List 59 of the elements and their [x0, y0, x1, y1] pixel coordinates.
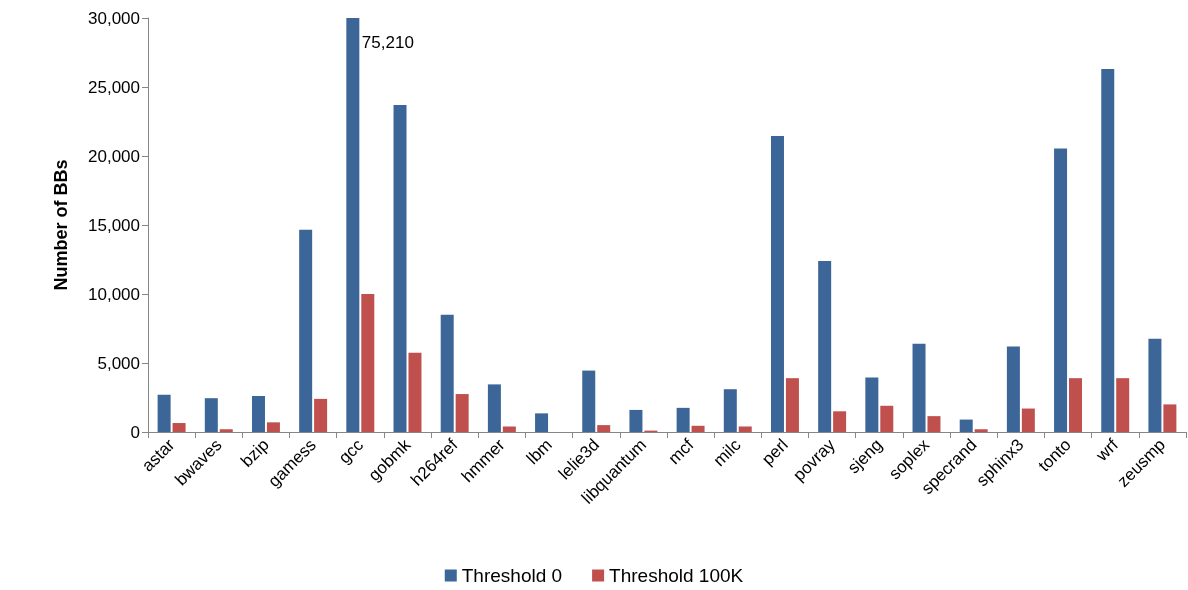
bar	[582, 370, 596, 432]
bar	[676, 407, 690, 432]
x-tick-label: mcf	[664, 435, 698, 469]
bar	[172, 423, 186, 432]
bar	[927, 416, 941, 432]
y-tick-label: 10,000	[88, 284, 140, 304]
bar	[738, 426, 752, 432]
bar	[204, 398, 218, 432]
legend-label: Threshold 0	[461, 565, 563, 586]
bar	[314, 398, 328, 432]
bar	[440, 314, 454, 432]
bar	[1148, 338, 1162, 432]
bar	[974, 429, 988, 432]
x-tick-label: bzip	[237, 435, 273, 471]
bar	[770, 135, 784, 432]
bar	[833, 411, 847, 432]
bar	[535, 413, 549, 432]
bar	[1006, 346, 1020, 432]
bar	[455, 394, 469, 432]
bar	[1069, 378, 1083, 432]
x-tick-label: lbm	[522, 435, 556, 469]
bar	[912, 343, 926, 432]
bar	[487, 384, 501, 432]
y-tick-label: 15,000	[88, 215, 140, 235]
bar	[361, 294, 375, 432]
y-tick-label: 20,000	[88, 146, 140, 166]
y-tick-label: 5,000	[97, 353, 140, 373]
bar	[1116, 378, 1130, 432]
y-axis-title: Number of BBs	[51, 159, 71, 291]
x-tick-label: milc	[709, 434, 745, 471]
bar	[408, 352, 422, 432]
bar	[502, 426, 516, 432]
bar	[266, 422, 280, 432]
bar	[723, 389, 737, 432]
bar	[1163, 404, 1177, 432]
y-tick-label: 0	[130, 422, 140, 442]
bar	[818, 260, 832, 432]
annotation: 75,210	[361, 32, 414, 52]
y-tick-label: 25,000	[88, 77, 140, 97]
legend-label: Threshold 100K	[609, 565, 744, 586]
bar	[299, 229, 313, 432]
bar	[629, 409, 643, 432]
bar	[346, 18, 360, 432]
bar	[959, 419, 973, 432]
bar	[251, 396, 265, 432]
bar	[393, 104, 407, 432]
y-tick-label: 30,000	[88, 8, 140, 28]
bar	[1021, 408, 1035, 432]
x-tick-label: wrf	[1091, 435, 1123, 466]
bar	[1101, 69, 1115, 432]
bar	[785, 378, 799, 432]
bar	[880, 405, 894, 432]
bar	[865, 377, 879, 432]
bar	[219, 429, 233, 432]
bar	[157, 394, 171, 432]
bar	[597, 425, 611, 432]
x-tick-label: gcc	[334, 434, 368, 468]
bar	[1054, 148, 1068, 432]
bar	[691, 425, 705, 432]
